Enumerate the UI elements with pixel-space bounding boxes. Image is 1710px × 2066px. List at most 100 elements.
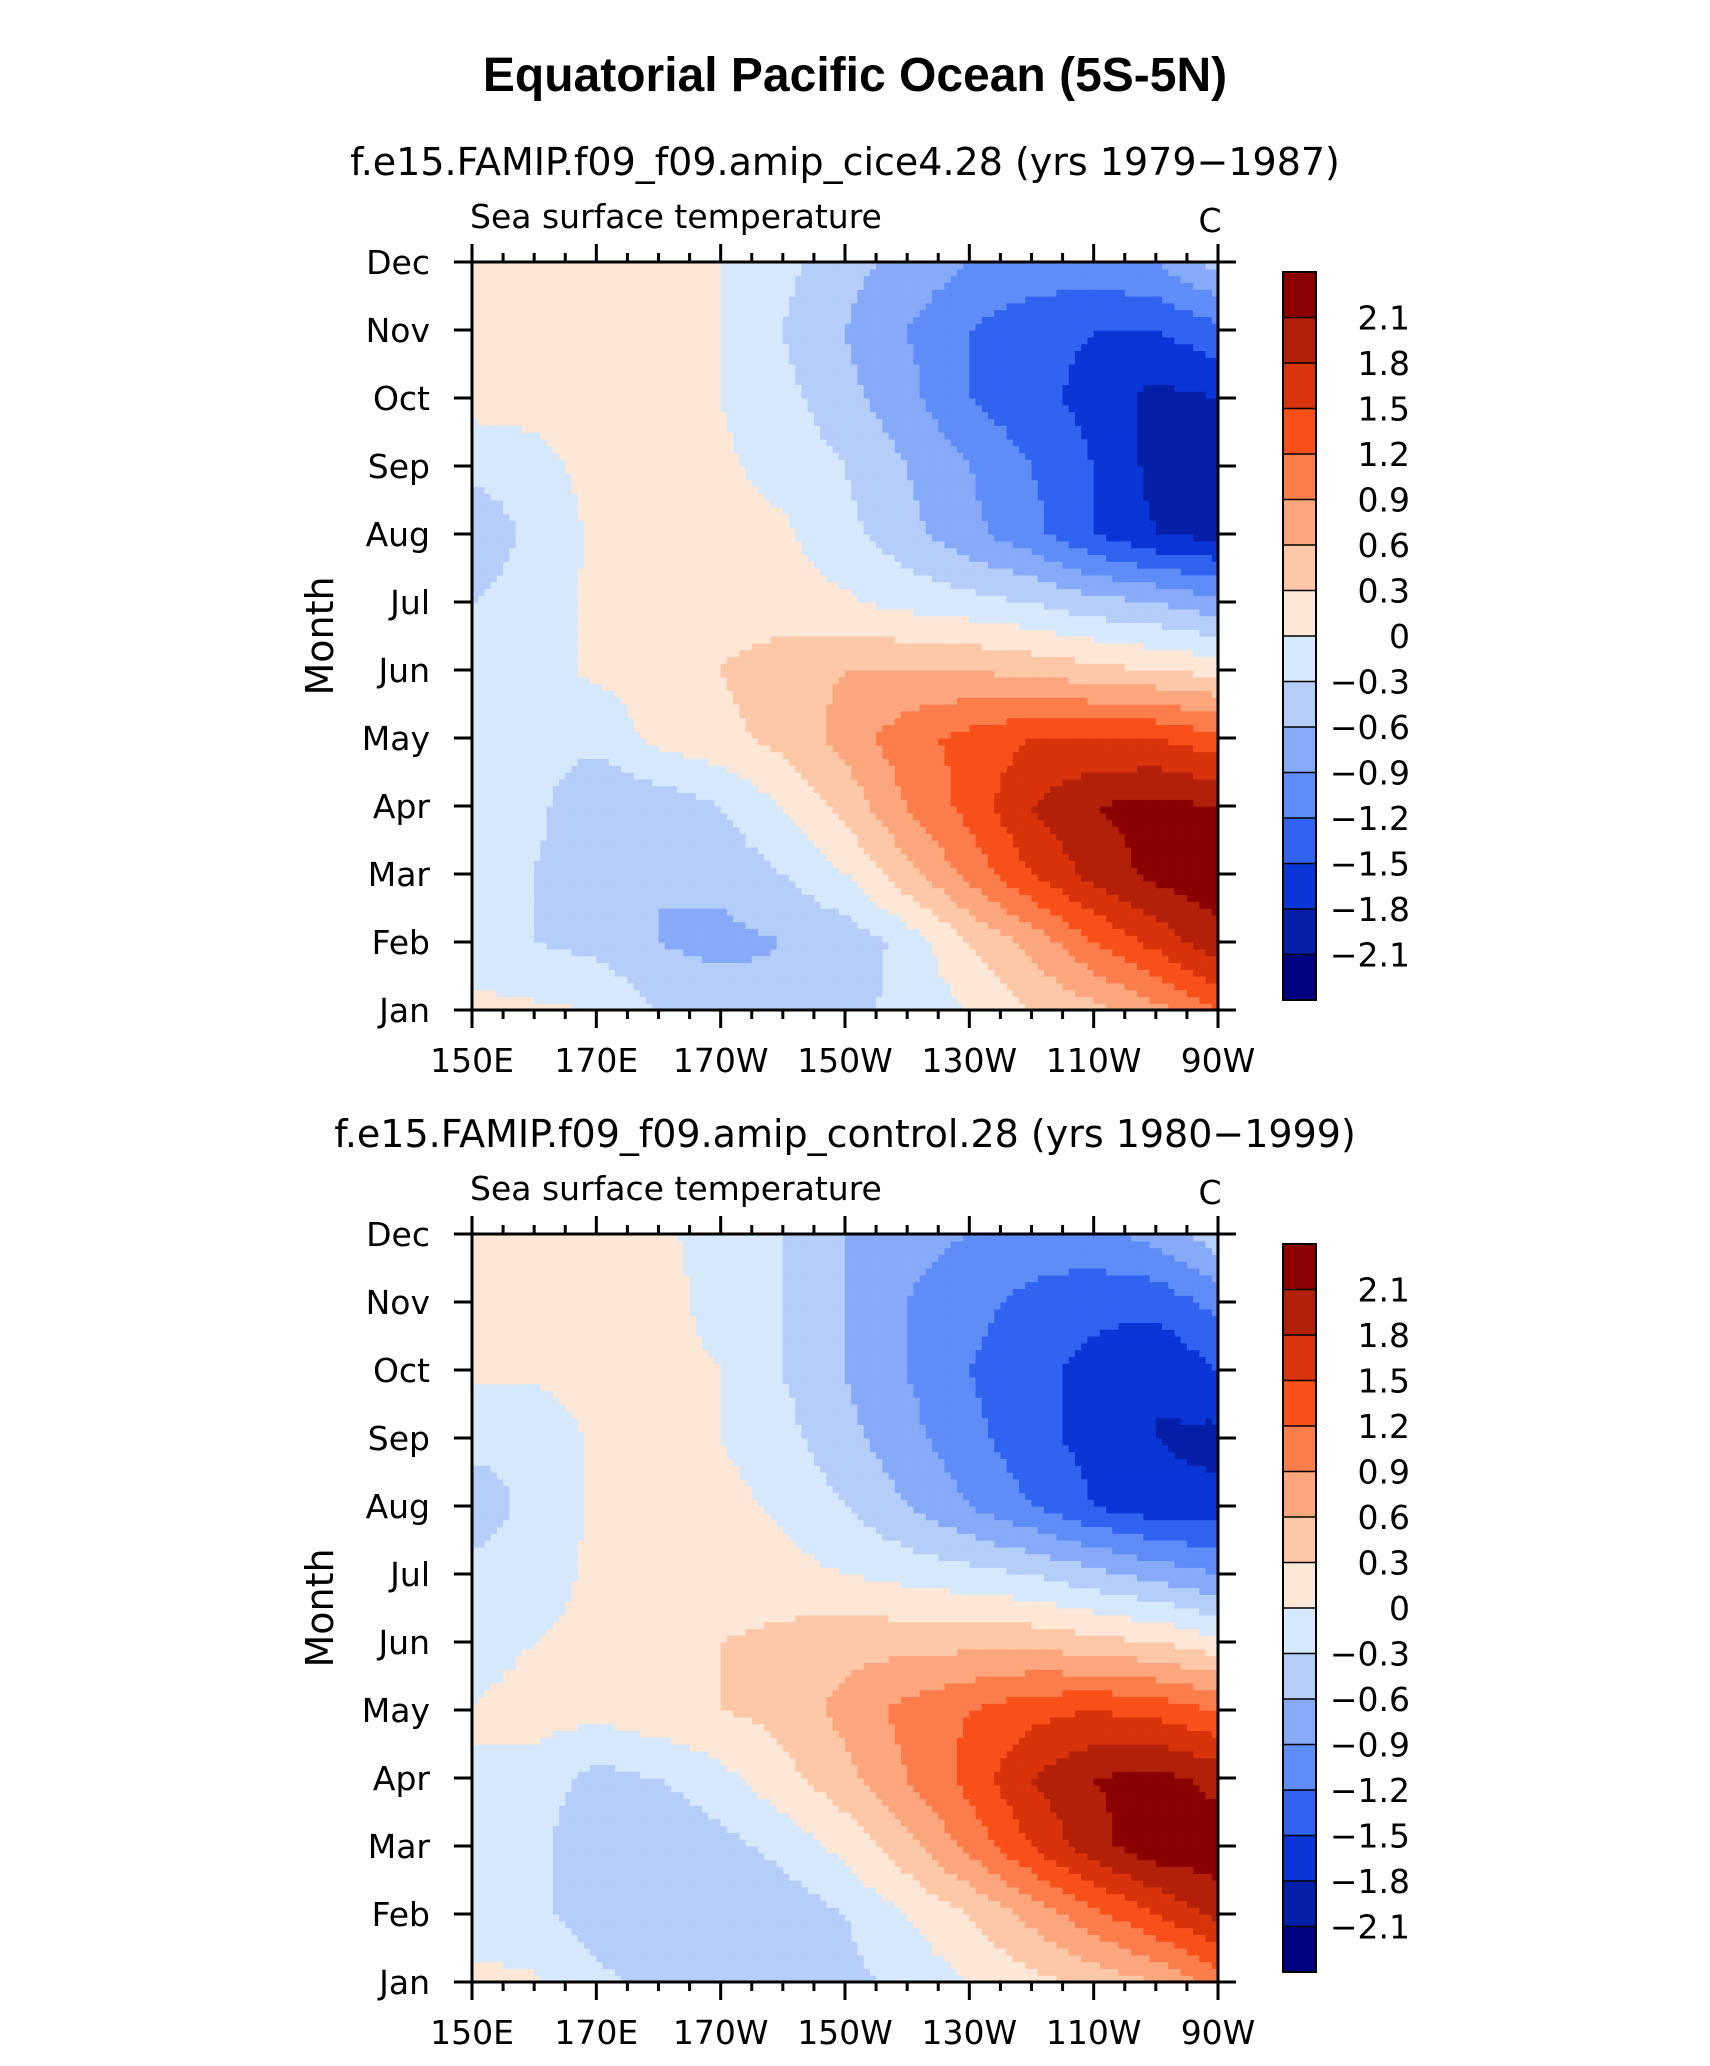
heatmap-cell bbox=[602, 819, 610, 827]
heatmap-cell bbox=[826, 819, 834, 827]
heatmap-cell bbox=[714, 928, 722, 936]
heatmap-cell bbox=[1168, 731, 1176, 739]
heatmap-cell bbox=[913, 867, 921, 875]
heatmap-cell bbox=[950, 887, 958, 895]
heatmap-cell bbox=[1087, 908, 1095, 916]
heatmap-cell bbox=[1211, 799, 1219, 807]
heatmap-cell bbox=[820, 772, 827, 780]
heatmap-cell bbox=[782, 751, 790, 759]
heatmap-cell bbox=[490, 867, 498, 875]
heatmap-cell bbox=[994, 948, 1002, 957]
heatmap-cell bbox=[689, 976, 697, 984]
heatmap-cell bbox=[938, 785, 946, 793]
heatmap-cell bbox=[907, 799, 914, 807]
heatmap-cell bbox=[664, 894, 672, 902]
heatmap-cell bbox=[652, 744, 660, 753]
heatmap-cell bbox=[496, 955, 504, 963]
heatmap-cell bbox=[726, 806, 734, 814]
heatmap-cell bbox=[1205, 914, 1213, 923]
heatmap-cell bbox=[1068, 799, 1076, 807]
heatmap-cell bbox=[813, 751, 821, 759]
heatmap-cell bbox=[1025, 1003, 1033, 1011]
heatmap-cell bbox=[789, 853, 796, 861]
heatmap-cell bbox=[1193, 799, 1200, 807]
heatmap-cell bbox=[944, 962, 952, 970]
heatmap-cell bbox=[807, 833, 815, 841]
heatmap-cell bbox=[1180, 826, 1188, 834]
heatmap-cell bbox=[614, 806, 622, 814]
heatmap-cell bbox=[614, 914, 622, 923]
heatmap-cell bbox=[552, 1003, 560, 1011]
heatmap-cell bbox=[683, 948, 691, 957]
heatmap-cell bbox=[1031, 908, 1039, 916]
heatmap-cell bbox=[521, 846, 529, 855]
heatmap-cell bbox=[565, 765, 573, 773]
heatmap-cell bbox=[583, 840, 591, 848]
heatmap-cell bbox=[975, 765, 983, 773]
heatmap-cell bbox=[1019, 846, 1026, 855]
heatmap-cell bbox=[1031, 880, 1039, 889]
heatmap-cell bbox=[677, 724, 684, 732]
heatmap-cell bbox=[490, 840, 498, 848]
heatmap-cell bbox=[596, 792, 604, 800]
heatmap-cell bbox=[1012, 996, 1020, 1004]
heatmap-cell bbox=[1149, 887, 1157, 895]
heatmap-cell bbox=[981, 955, 989, 963]
heatmap-cell bbox=[695, 996, 703, 1004]
heatmap-cell bbox=[1000, 887, 1008, 895]
heatmap-cell bbox=[608, 724, 616, 732]
heatmap-cell bbox=[932, 812, 939, 821]
heatmap-cell bbox=[1193, 982, 1200, 991]
heatmap-cell bbox=[826, 887, 834, 895]
heatmap-cell bbox=[733, 724, 740, 732]
heatmap-cell bbox=[1106, 948, 1113, 957]
heatmap-cell bbox=[807, 860, 815, 868]
heatmap-cell bbox=[1149, 908, 1157, 916]
heatmap-cell bbox=[633, 724, 641, 732]
heatmap-cell bbox=[1025, 812, 1033, 821]
heatmap-cell bbox=[1155, 751, 1163, 759]
heatmap-cell bbox=[546, 928, 554, 936]
heatmap-cell bbox=[1068, 935, 1076, 943]
heatmap-cell bbox=[1006, 1003, 1014, 1011]
heatmap-cell bbox=[720, 853, 728, 861]
heatmap-cell bbox=[714, 982, 722, 991]
heatmap-cell bbox=[1205, 819, 1213, 827]
heatmap-cell bbox=[1081, 819, 1089, 827]
heatmap-cell bbox=[1130, 880, 1138, 889]
heatmap-cell bbox=[590, 942, 597, 950]
heatmap-cell bbox=[720, 744, 728, 753]
heatmap-cell bbox=[857, 962, 865, 970]
heatmap-cell bbox=[826, 799, 834, 807]
heatmap-cell bbox=[627, 826, 635, 834]
heatmap-cell bbox=[1000, 1003, 1008, 1011]
heatmap-cell bbox=[552, 901, 560, 909]
heatmap-cell bbox=[757, 1003, 765, 1011]
heatmap-cell bbox=[1019, 806, 1026, 814]
heatmap-cell bbox=[608, 989, 616, 997]
heatmap-cell bbox=[478, 738, 486, 746]
heatmap-cell bbox=[1075, 758, 1082, 766]
heatmap-cell bbox=[720, 826, 728, 834]
heatmap-cell bbox=[739, 853, 747, 861]
heatmap-cell bbox=[633, 738, 641, 746]
heatmap-cell bbox=[614, 785, 622, 793]
heatmap-cell bbox=[670, 738, 678, 746]
heatmap-cell bbox=[534, 914, 541, 923]
heatmap-cell bbox=[1093, 948, 1101, 957]
heatmap-cell bbox=[1149, 812, 1157, 821]
heatmap-cell bbox=[1137, 758, 1144, 766]
heatmap-cell bbox=[1062, 955, 1070, 963]
heatmap-cell bbox=[733, 765, 740, 773]
heatmap-cell bbox=[633, 799, 641, 807]
heatmap-cell bbox=[782, 778, 790, 787]
heatmap-cell bbox=[534, 765, 541, 773]
heatmap-cell bbox=[813, 976, 821, 984]
heatmap-cell bbox=[801, 874, 809, 882]
heatmap-cell bbox=[1019, 785, 1026, 793]
heatmap-cell bbox=[882, 846, 890, 855]
heatmap-cell bbox=[496, 799, 504, 807]
heatmap-cell bbox=[1025, 942, 1033, 950]
heatmap-cell bbox=[757, 744, 765, 753]
heatmap-cell bbox=[1037, 765, 1045, 773]
